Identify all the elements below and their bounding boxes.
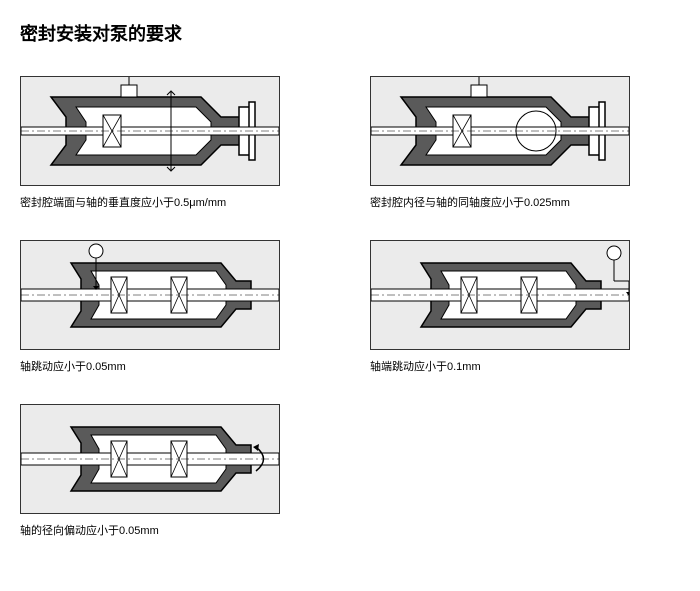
pump-diagram-4 bbox=[371, 241, 629, 349]
figure-grid: 密封腔端面与轴的垂直度应小于0.5μm/mm 密封腔内径与轴的同轴度应小于0.0… bbox=[20, 76, 680, 538]
figure-caption-1: 密封腔端面与轴的垂直度应小于0.5μm/mm bbox=[20, 194, 330, 210]
figure-box-5 bbox=[20, 404, 280, 514]
figure-caption-5: 轴的径向偏动应小于0.05mm bbox=[20, 522, 330, 538]
figure-cell-5: 轴的径向偏动应小于0.05mm bbox=[20, 404, 330, 538]
pump-diagram-5 bbox=[21, 405, 279, 513]
figure-caption-4: 轴端跳动应小于0.1mm bbox=[370, 358, 680, 374]
figure-box-3 bbox=[20, 240, 280, 350]
figure-box-4 bbox=[370, 240, 630, 350]
figure-caption-3: 轴跳动应小于0.05mm bbox=[20, 358, 330, 374]
empty-cell bbox=[370, 404, 680, 538]
figure-box-2 bbox=[370, 76, 630, 186]
pump-diagram-1 bbox=[21, 77, 279, 185]
page-title: 密封安装对泵的要求 bbox=[20, 20, 680, 46]
figure-cell-3: 轴跳动应小于0.05mm bbox=[20, 240, 330, 374]
figure-box-1 bbox=[20, 76, 280, 186]
figure-cell-2: 密封腔内径与轴的同轴度应小于0.025mm bbox=[370, 76, 680, 210]
pump-diagram-2 bbox=[371, 77, 629, 185]
figure-caption-2: 密封腔内径与轴的同轴度应小于0.025mm bbox=[370, 194, 680, 210]
figure-cell-1: 密封腔端面与轴的垂直度应小于0.5μm/mm bbox=[20, 76, 330, 210]
pump-diagram-3 bbox=[21, 241, 279, 349]
figure-cell-4: 轴端跳动应小于0.1mm bbox=[370, 240, 680, 374]
